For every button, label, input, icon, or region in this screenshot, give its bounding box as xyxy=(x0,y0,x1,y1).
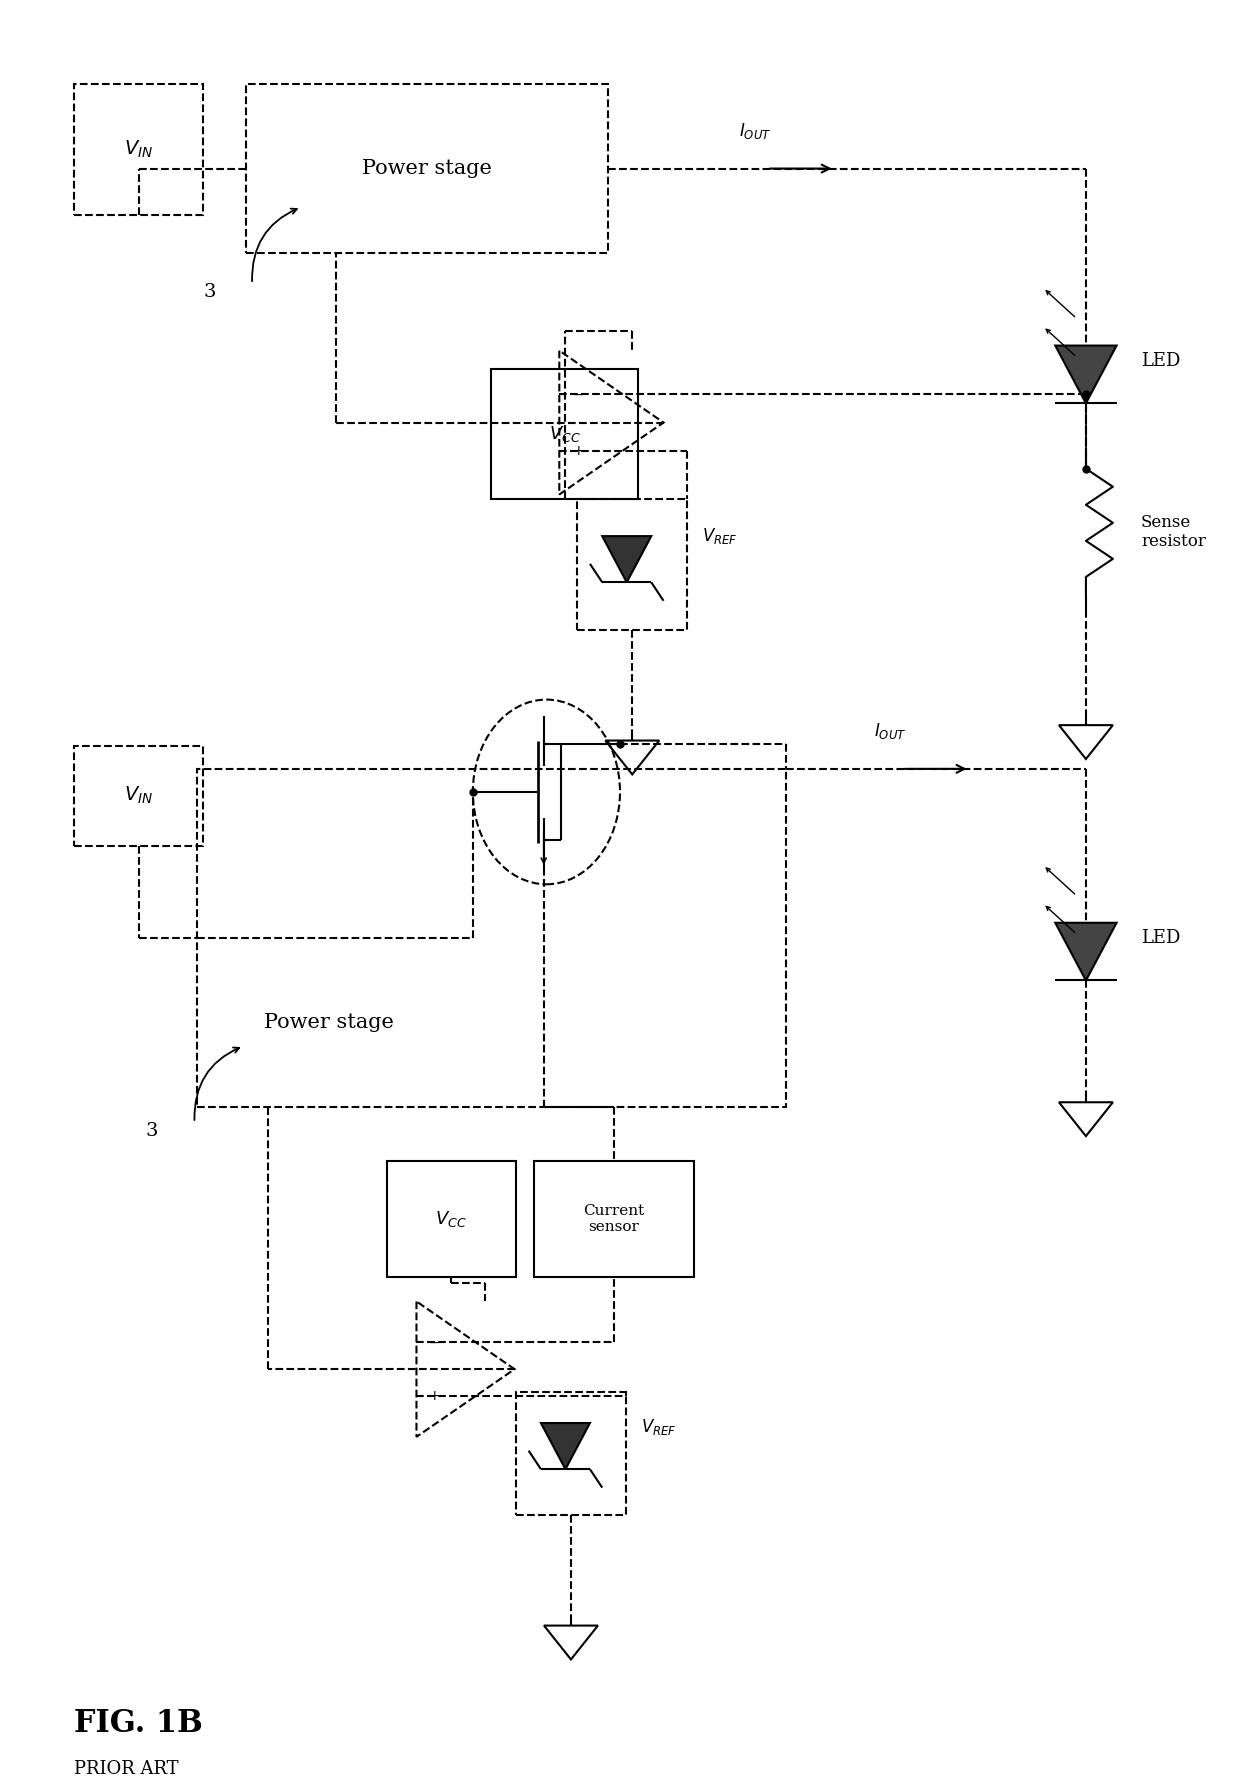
Bar xyxy=(74,745,203,845)
Bar xyxy=(491,368,639,500)
Text: $V_{REF}$: $V_{REF}$ xyxy=(702,525,738,547)
Text: $V_{CC}$: $V_{CC}$ xyxy=(549,424,580,445)
Bar xyxy=(246,84,608,254)
Text: $V_{IN}$: $V_{IN}$ xyxy=(124,139,154,161)
Text: $+$: $+$ xyxy=(572,445,584,457)
Text: PRIOR ART: PRIOR ART xyxy=(74,1760,179,1778)
Text: $-$: $-$ xyxy=(428,1335,440,1349)
Bar xyxy=(74,84,203,214)
FancyArrowPatch shape xyxy=(195,1047,239,1120)
Text: Power stage: Power stage xyxy=(362,159,492,179)
Bar xyxy=(516,1392,626,1515)
Bar xyxy=(577,500,687,631)
Text: 3: 3 xyxy=(145,1122,157,1140)
Bar xyxy=(534,1162,693,1276)
Text: LED: LED xyxy=(1141,352,1180,370)
Text: 3: 3 xyxy=(203,282,216,300)
Text: $I_{OUT}$: $I_{OUT}$ xyxy=(873,722,906,742)
Text: $-$: $-$ xyxy=(572,386,584,400)
Polygon shape xyxy=(541,1422,590,1469)
Bar xyxy=(387,1162,516,1276)
Text: LED: LED xyxy=(1141,929,1180,947)
FancyArrowPatch shape xyxy=(252,209,296,281)
Polygon shape xyxy=(603,536,651,583)
Polygon shape xyxy=(1055,922,1116,981)
Text: FIG. 1B: FIG. 1B xyxy=(74,1708,203,1739)
Text: $I_{OUT}$: $I_{OUT}$ xyxy=(739,122,771,141)
Text: $V_{REF}$: $V_{REF}$ xyxy=(641,1417,677,1437)
Text: Sense
resistor: Sense resistor xyxy=(1141,513,1207,550)
Polygon shape xyxy=(1055,345,1116,404)
Bar xyxy=(197,768,785,1108)
Text: $+$: $+$ xyxy=(428,1388,440,1403)
Text: $V_{IN}$: $V_{IN}$ xyxy=(124,784,154,806)
Text: $V_{CC}$: $V_{CC}$ xyxy=(435,1210,467,1229)
Text: Power stage: Power stage xyxy=(264,1013,394,1033)
Text: Current
sensor: Current sensor xyxy=(583,1204,645,1235)
